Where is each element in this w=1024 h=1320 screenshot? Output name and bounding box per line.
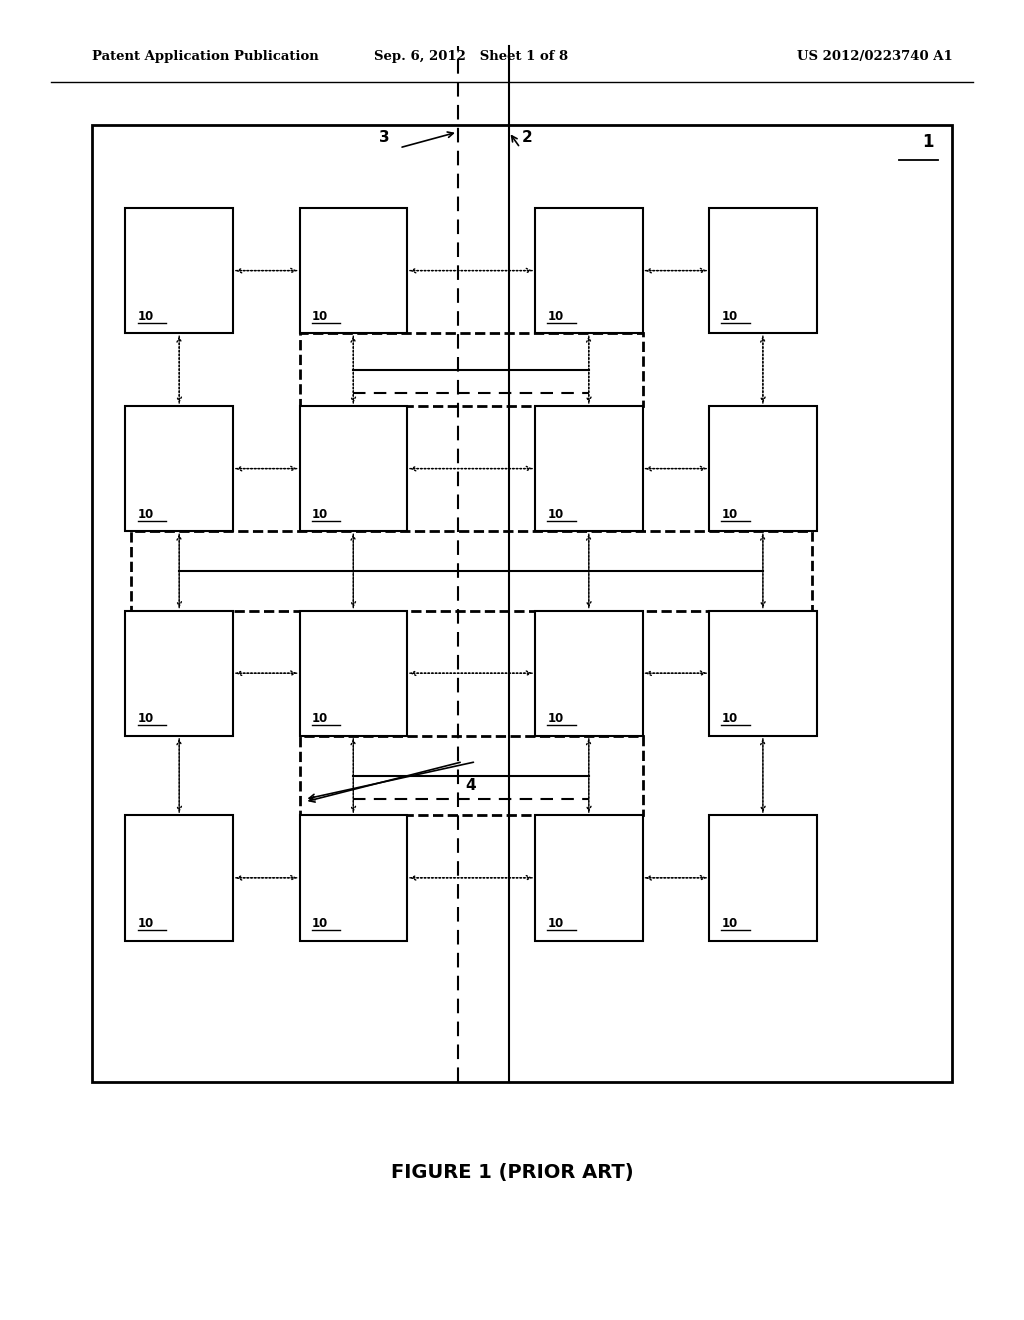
Text: 10: 10 [311,310,328,322]
Text: 2: 2 [522,129,532,145]
Bar [92,125,952,1082]
Text: FIGURE 1 (PRIOR ART): FIGURE 1 (PRIOR ART) [391,1163,633,1181]
Bar [299,209,407,333]
Text: 10: 10 [721,713,737,726]
Text: 1: 1 [923,133,934,152]
Text: 10: 10 [721,917,737,929]
Bar [535,209,643,333]
Bar [709,814,817,940]
Text: 10: 10 [547,917,563,929]
Text: 10: 10 [311,917,328,929]
Text: 3: 3 [379,129,389,145]
Text: Patent Application Publication: Patent Application Publication [92,50,318,63]
Text: 10: 10 [721,310,737,322]
Bar [299,814,407,940]
Bar [125,814,232,940]
Text: 10: 10 [137,713,154,726]
Bar [709,610,817,737]
Bar [299,333,643,407]
Text: 10: 10 [137,508,154,520]
Text: 10: 10 [311,508,328,520]
Text: 10: 10 [547,713,563,726]
Text: 10: 10 [547,310,563,322]
Bar [535,814,643,940]
Text: 10: 10 [547,508,563,520]
Text: 10: 10 [721,508,737,520]
Bar [125,407,232,531]
Text: Sep. 6, 2012   Sheet 1 of 8: Sep. 6, 2012 Sheet 1 of 8 [374,50,568,63]
Text: 10: 10 [137,310,154,322]
Bar [131,531,811,610]
Text: US 2012/0223740 A1: US 2012/0223740 A1 [797,50,952,63]
Bar [125,610,232,737]
Text: 10: 10 [137,917,154,929]
Bar [299,407,407,531]
Bar [709,407,817,531]
Bar [299,737,643,814]
Bar [125,209,232,333]
Text: 4: 4 [466,777,476,793]
Bar [709,209,817,333]
Bar [535,407,643,531]
Bar [299,610,407,737]
Text: 10: 10 [311,713,328,726]
Bar [535,610,643,737]
